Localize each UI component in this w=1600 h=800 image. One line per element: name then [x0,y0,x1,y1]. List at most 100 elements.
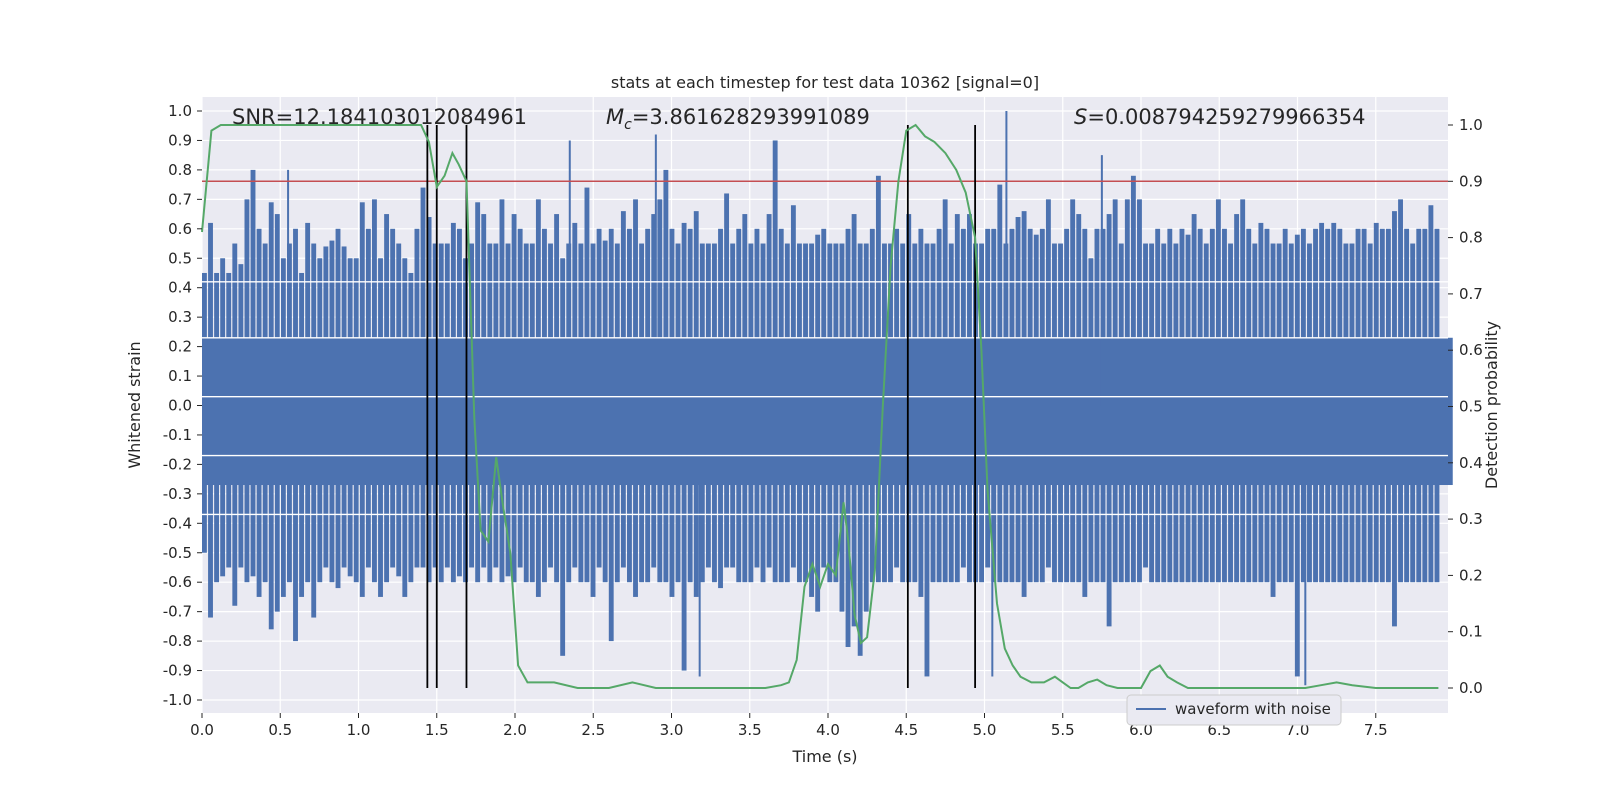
waveform-bar [1337,228,1343,583]
waveform-bar [311,243,317,618]
waveform-bar [705,243,711,568]
y2-tick-label: 0.7 [1459,285,1483,303]
waveform-bar [256,228,262,597]
waveform-bar [578,243,584,583]
y-tick-label: 0.7 [168,190,192,208]
x-tick-label: 0.0 [190,721,214,739]
waveform-bar [208,222,213,618]
waveform-bar [954,214,960,583]
waveform-bar [614,243,620,583]
waveform-bar [882,243,887,583]
waveform-bar [627,228,632,583]
y-tick-label: 0.0 [168,397,192,415]
waveform-bar [1173,243,1179,583]
waveform-bar [1276,243,1282,583]
waveform-bar [1155,228,1161,583]
probability-series [201,123,1448,689]
y-tick-label: 0.4 [168,279,192,297]
chirp-mass-annotation: Mc=3.861628293991089 [606,105,870,133]
waveform-bar [997,184,1003,583]
s-symbol: S [1074,105,1087,129]
y2-tick-label: 0.6 [1459,341,1483,359]
waveform-bar [1228,243,1233,583]
waveform-bar [1349,243,1355,583]
waveform-bar [912,243,918,583]
waveform-bar [384,214,390,583]
waveform-bar [378,258,383,597]
waveform-bar [718,228,723,589]
waveform-bar [906,214,912,583]
waveform-bar [1222,228,1227,583]
waveform-bar [918,228,924,597]
y-tick-label: 1.0 [168,102,192,120]
waveform-bar [1404,228,1410,583]
waveform-bar [760,243,766,583]
waveform-bar [390,228,396,568]
waveform-bar [851,214,857,627]
x-tick-label: 2.0 [503,721,527,739]
waveform-bar [280,258,286,597]
y-tick-label: 0.9 [168,131,192,149]
waveform-bar [432,243,438,568]
waveform-bar [742,214,748,583]
waveform-bar [535,199,541,597]
waveform-bar [505,243,511,577]
waveform-bar [268,202,274,630]
waveform-bar [341,246,347,568]
y2-tick-label: 0.3 [1459,510,1483,528]
waveform-bar [359,202,365,597]
y-tick-label: 0.1 [168,367,192,385]
waveform-bar [936,228,942,583]
y-tick-label: 0.5 [168,249,192,267]
y-tick-label: -0.9 [163,662,192,680]
waveform-bar [299,272,305,597]
waveform-bar [548,243,553,568]
waveform-bar [220,258,226,577]
waveform-bar [1355,228,1361,583]
waveform-series [202,111,1453,686]
waveform-bar [1416,228,1422,583]
waveform-bar [1137,199,1142,583]
waveform-bar [748,243,754,583]
y-tick-label: -0.5 [163,544,192,562]
waveform-bar [1246,228,1252,583]
y2-tick-label: 0.5 [1459,398,1483,416]
waveform-bar [924,243,930,677]
waveform-bar [1149,243,1155,583]
waveform-bar [293,228,298,642]
waveform-bar [1385,228,1391,583]
waveform-bar [274,214,280,612]
chirp-mass-value: =3.861628293991089 [632,105,870,129]
y2-tick-label: 0.4 [1459,454,1483,472]
waveform-bar [657,199,663,583]
waveform-bar [323,246,329,568]
waveform-bar [347,258,353,577]
waveform-bar [675,243,681,583]
waveform-bar [335,228,341,589]
y-tick-label: -0.2 [163,455,192,473]
waveform-bar [1167,228,1173,583]
waveform-bar [815,234,821,612]
waveform-bar [572,222,578,568]
x-tick-label: 2.5 [581,721,605,739]
waveform-bar [1088,258,1094,583]
waveform-bar [790,205,796,568]
waveform-bar [699,243,705,583]
snr-annotation: SNR=12.184103012084961 [232,105,527,129]
waveform-bar [633,199,638,597]
waveform-bar [596,228,602,568]
waveform-bar [317,258,323,583]
waveform-bar [1003,243,1009,583]
waveform-bar [948,243,954,583]
waveform-bar [1197,228,1203,583]
y-tick-label: 0.2 [168,338,192,356]
y-axis-label: Whitened strain [125,341,144,468]
waveform-bar [1313,228,1318,583]
waveform-bar [620,211,626,568]
waveform-bar [450,222,456,583]
waveform-bar [529,243,535,583]
y-tick-label: -0.8 [163,632,192,650]
x-tick-label: 4.0 [816,721,840,739]
waveform-bar [232,243,238,606]
waveform-bar [523,243,529,583]
